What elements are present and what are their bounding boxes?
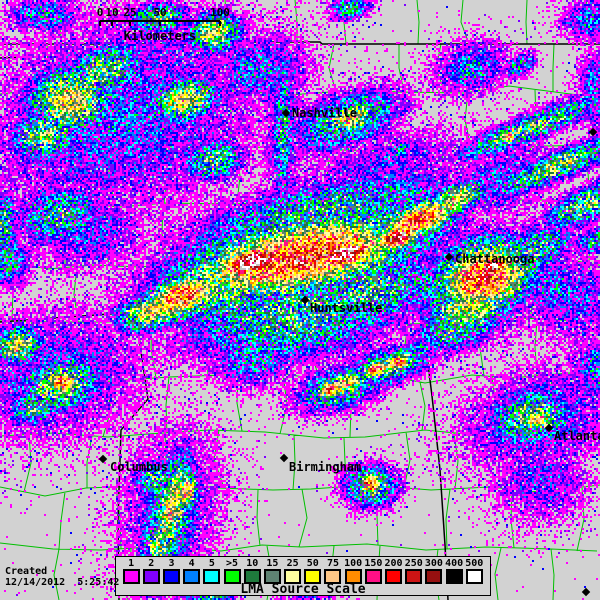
city-label-nashville: Nashville bbox=[292, 106, 358, 120]
legend-swatch bbox=[324, 569, 342, 584]
city-label-chattanooga: Chattanooga bbox=[455, 252, 535, 266]
lma-source-scale-legend: 1 2 3 4 5 >5 10 15 25 50 75 100 150 200 250 300 400 500 L… bbox=[115, 556, 491, 596]
legend-value-label: 50 bbox=[306, 558, 319, 569]
legend-value-label: 25 bbox=[286, 558, 299, 569]
created-datetime: 12/14/2012 5:25:42 bbox=[5, 577, 120, 588]
legend-swatch bbox=[203, 569, 221, 584]
legend-swatch bbox=[223, 569, 241, 584]
legend-value-label: 100 bbox=[344, 558, 363, 569]
legend-value-label: 150 bbox=[364, 558, 383, 569]
legend-swatch bbox=[445, 569, 463, 584]
legend-swatch bbox=[263, 569, 281, 584]
legend-swatch bbox=[284, 569, 302, 584]
legend-swatch bbox=[385, 569, 403, 584]
legend-swatch bbox=[122, 569, 140, 584]
legend-value-label: 200 bbox=[384, 558, 403, 569]
city-label-atlanta: Atlanta bbox=[554, 429, 600, 443]
created-label: Created bbox=[5, 566, 48, 577]
legend-value-label: 75 bbox=[326, 558, 339, 569]
legend-swatch bbox=[364, 569, 382, 584]
legend-value-label: 500 bbox=[465, 558, 484, 569]
legend-value-label: 400 bbox=[445, 558, 464, 569]
city-label-birmingham: Birmingham bbox=[289, 460, 362, 474]
created-timestamp: Created 12/14/2012 5:25:42 bbox=[5, 566, 119, 588]
legend-value-label: 300 bbox=[424, 558, 443, 569]
legend-swatch bbox=[344, 569, 362, 584]
legend-swatch bbox=[465, 569, 483, 584]
legend-title: LMA Source Scale bbox=[240, 582, 366, 597]
legend-swatch bbox=[304, 569, 322, 584]
legend-swatch bbox=[142, 569, 160, 584]
legend-value-label: 250 bbox=[404, 558, 423, 569]
legend-swatch bbox=[405, 569, 423, 584]
legend-value-label: 15 bbox=[266, 558, 279, 569]
legend-value-label: >5 bbox=[226, 558, 239, 569]
city-label-columbus: Columbus bbox=[110, 460, 168, 474]
legend-value-labels: 1 2 3 4 5 >5 10 15 25 50 75 100 150 200 250 300 400 500 bbox=[121, 558, 485, 569]
legend-swatch bbox=[243, 569, 261, 584]
city-label-huntsville: Huntsville bbox=[310, 301, 383, 315]
legend-swatch bbox=[183, 569, 201, 584]
legend-value-label: 1 bbox=[128, 558, 135, 569]
legend-value-label: 2 bbox=[148, 558, 155, 569]
legend-swatch bbox=[162, 569, 180, 584]
legend-value-label: 5 bbox=[208, 558, 215, 569]
legend-value-label: 10 bbox=[246, 558, 259, 569]
legend-value-label: 3 bbox=[168, 558, 175, 569]
legend-swatch bbox=[425, 569, 443, 584]
legend-value-label: 4 bbox=[188, 558, 195, 569]
legend-color-swatches bbox=[121, 569, 485, 584]
